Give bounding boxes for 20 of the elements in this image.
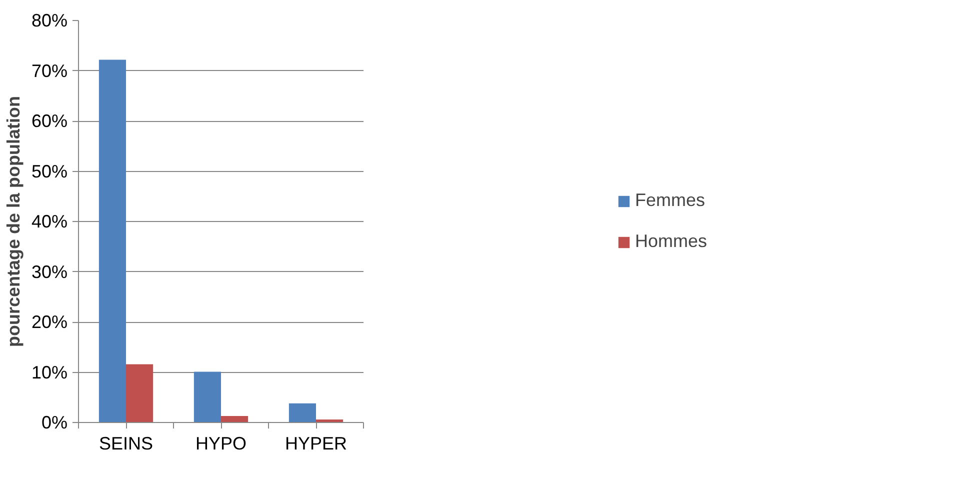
y-tick-label: 20%: [31, 312, 68, 332]
x-tick-label: SEINS: [98, 434, 154, 454]
y-tick-label: 50%: [31, 161, 68, 182]
legend-label: Femmes: [634, 190, 706, 211]
y-tick-label: 60%: [31, 111, 68, 131]
y-tick-label: 0%: [41, 412, 68, 432]
x-tick-label: HYPER: [284, 434, 348, 454]
bar: [126, 364, 154, 422]
y-tick-label: 10%: [31, 362, 68, 382]
x-tick-label: HYPO: [195, 434, 247, 454]
y-tick-label: 40%: [31, 212, 68, 232]
bar: [98, 60, 126, 422]
legend-label: Hommes: [634, 231, 708, 252]
y-tick-label: 70%: [31, 60, 68, 81]
y-axis-title: pourcentage de la population: [3, 96, 24, 348]
y-tick-label: 80%: [31, 10, 68, 30]
y-tick-label: 30%: [31, 262, 68, 282]
bar: [288, 403, 316, 422]
bar: [221, 416, 248, 422]
bar: [194, 372, 221, 422]
